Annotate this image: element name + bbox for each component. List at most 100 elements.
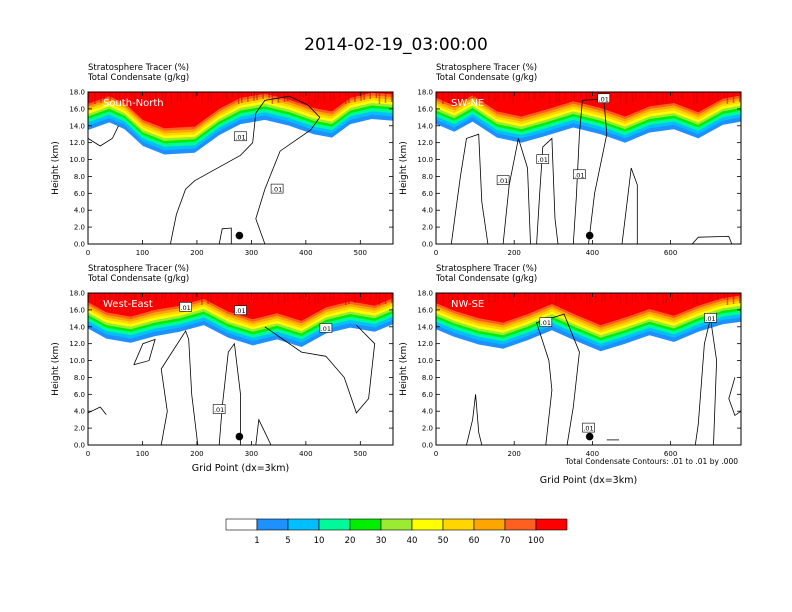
colorbar-swatch [380, 518, 413, 531]
tracer-stripe [130, 293, 133, 305]
plot-frame [435, 292, 742, 446]
tracer-stripe [124, 92, 127, 98]
y-tick-label: 14.0 [69, 122, 85, 130]
tracer-stripe [717, 293, 719, 300]
y-tick-label: 18.0 [69, 89, 85, 97]
tracer-stripe [451, 293, 453, 303]
tracer-stripe [472, 293, 475, 299]
tracer-stripe [369, 293, 371, 300]
tracer-stripe [360, 92, 362, 101]
tracer-stripe [570, 293, 573, 301]
x-tick-label: 0 [86, 450, 90, 458]
tracer-stripe [195, 293, 197, 299]
tracer-stripe [164, 92, 166, 104]
tracer-stripe [604, 293, 606, 301]
tracer-stripe [708, 92, 710, 101]
tracer-stripe [293, 92, 295, 100]
tracer-stripe [100, 293, 102, 304]
x-tick-label: 200 [190, 249, 203, 257]
tracer-stripe [363, 92, 365, 100]
tracer-stripe [732, 293, 735, 304]
plot-frame [87, 292, 394, 446]
tracer-stripe [497, 92, 499, 100]
y-tick-label: 12.0 [69, 340, 85, 348]
condensate-contour [264, 324, 376, 414]
tracer-stripe [216, 92, 218, 101]
tracer-stripe [589, 92, 591, 103]
colorbar-swatch [535, 518, 568, 531]
tracer-stripe [360, 293, 362, 302]
tracer-stripe [201, 293, 203, 305]
tracer-stripe [241, 92, 243, 103]
tracer-stripe [524, 92, 527, 102]
contour-label: .01 [180, 304, 190, 312]
tracer-stripe [133, 92, 136, 103]
colorbar-swatch [225, 518, 258, 531]
tracer-stripe [103, 92, 105, 102]
colorbar-swatch [504, 518, 537, 531]
y-tick-label: 4.0 [74, 207, 85, 215]
y-tick-label: 6.0 [422, 190, 433, 198]
tracer-stripe [616, 293, 618, 299]
tracer-stripe [329, 92, 332, 100]
panels: Stratosphere Tracer (%)Total Condensate … [51, 63, 742, 486]
x-axis-label: Grid Point (dx=3km) [192, 463, 289, 474]
condensate-contour [255, 418, 272, 445]
tracer-stripe [579, 92, 582, 98]
tracer-stripe [323, 92, 326, 101]
tracer-stripe [564, 293, 566, 302]
x-tick-label: 100 [136, 249, 149, 257]
tracer-stripe [723, 293, 726, 299]
tracer-stripe [509, 293, 511, 299]
tracer-stripe [207, 293, 209, 304]
contour-label: .01 [574, 171, 584, 179]
tracer-stripe [103, 293, 105, 303]
tracer-stripe [378, 92, 381, 104]
tracer-stripe [88, 293, 90, 299]
tracer-stripe [503, 293, 505, 300]
tracer-stripe [345, 92, 347, 104]
tracer-stripe [634, 293, 637, 302]
y-tick-label: 10.0 [69, 156, 85, 164]
tracer-stripe [478, 293, 481, 305]
tracer-shading [88, 92, 393, 244]
contour-label: .01 [235, 133, 245, 141]
tracer-stripe [732, 92, 735, 103]
contour-label: .01 [705, 315, 715, 323]
tracer-stripe [726, 293, 729, 305]
tracer-stripe [696, 293, 698, 304]
tracer-stripe [332, 293, 335, 300]
tracer-stripe [619, 92, 622, 104]
colorbar-swatch [287, 518, 320, 531]
tracer-stripe [543, 92, 545, 98]
y-tick-label: 4.0 [422, 207, 433, 215]
figure-title: 2014-02-19_03:00:00 [304, 35, 488, 55]
tracer-stripe [308, 293, 310, 305]
tracer-stripe [302, 293, 304, 299]
x-tick-label: 0 [434, 450, 438, 458]
tracer-stripe [579, 293, 582, 299]
colorbar-swatch [318, 518, 351, 531]
x-tick-label: 400 [586, 249, 599, 257]
tracer-stripe [207, 92, 209, 103]
x-tick-label: 600 [664, 450, 677, 458]
contour-label: .01 [214, 406, 224, 414]
x-tick-label: 600 [664, 249, 677, 257]
tracer-stripe [231, 293, 234, 299]
tracer-stripe [317, 92, 319, 102]
tracer-stripe [518, 293, 521, 304]
tracer-stripe [543, 293, 545, 299]
contour-label: .01 [541, 319, 551, 327]
y-tick-label: 14.0 [417, 323, 433, 331]
tracer-stripe [176, 92, 179, 102]
tracer-stripe [702, 92, 704, 102]
tracer-stripe [656, 293, 658, 305]
y-tick-label: 2.0 [74, 224, 85, 232]
tracer-stripe [680, 293, 683, 300]
condensate-contour [572, 98, 608, 244]
y-tick-label: 8.0 [74, 374, 85, 382]
tracer-stripe [533, 293, 536, 301]
condensate-contour [502, 138, 531, 244]
colorbar-swatch [256, 518, 289, 531]
tracer-stripe [354, 293, 356, 303]
